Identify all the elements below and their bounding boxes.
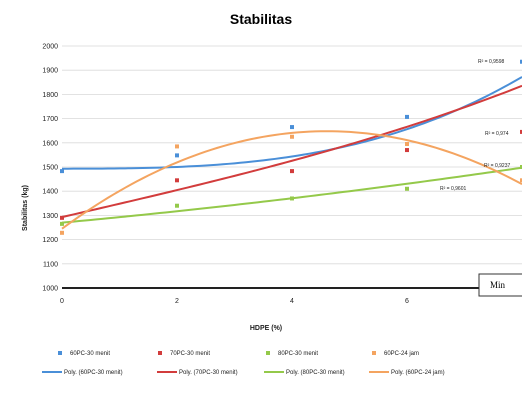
x-axis-title: HDPE (%) (250, 325, 282, 332)
data-point (520, 178, 522, 183)
trendlines (61, 76, 522, 230)
trendline (62, 76, 522, 170)
data-point (290, 196, 294, 201)
y-tick-label: 1000 (42, 286, 58, 293)
data-point (405, 114, 409, 119)
data-point (175, 178, 179, 183)
x-tick-label: 2 (175, 298, 179, 305)
gridlines (62, 45, 522, 265)
y-tick-label: 1600 (42, 140, 58, 147)
data-point (290, 134, 294, 139)
data-point (175, 144, 179, 149)
data-point (405, 186, 409, 191)
data-point (520, 165, 522, 169)
y-tick-label: 1500 (42, 165, 58, 172)
y-tick-label: 1200 (42, 237, 58, 244)
chart-title: Stabilitas (230, 11, 292, 27)
data-point (60, 169, 64, 174)
legend-label: 60PC-24 jam (384, 351, 419, 357)
r-squared-label: R² = 0,9598 (478, 59, 504, 65)
data-point (520, 129, 522, 134)
r-squared-label: R² = 0,9601 (440, 186, 466, 192)
y-tick-label: 1100 (43, 261, 58, 268)
data-point (60, 221, 64, 226)
data-point (175, 203, 179, 208)
y-axis-title: Stabilitas (kg) (22, 185, 29, 231)
trendline (61, 166, 522, 224)
legend-marker (372, 351, 376, 355)
legend-trend-label: Poly. (70PC-30 menit) (179, 370, 238, 376)
x-tick-label: 0 (60, 298, 64, 305)
legend-label: 60PC-30 menit (70, 351, 110, 357)
annotation-box-label: Min (490, 280, 506, 290)
data-point (405, 142, 409, 147)
x-tick-label: 6 (405, 298, 409, 305)
y-tick-label: 1700 (42, 116, 58, 123)
data-point (520, 59, 522, 64)
y-tick-label: 1400 (42, 189, 58, 196)
trendline (61, 84, 522, 219)
data-point (290, 125, 294, 130)
legend-trend-label: Poly. (80PC-30 menit) (286, 370, 345, 376)
y-tick-label: 1900 (42, 68, 58, 75)
r-squared-label: R² = 0,974 (485, 131, 509, 137)
legend-label: 80PC-30 menit (278, 351, 318, 357)
r-squared-labels: R² = 0,9598 R² = 0,974 R² = 0,9237 R² = 0,9… (440, 59, 510, 192)
y-tick-label: 1800 (42, 92, 58, 99)
legend-marker (58, 351, 62, 355)
x-tick-label: 4 (290, 298, 294, 305)
data-point (175, 153, 179, 158)
legend-trend-label: Poly. (60PC-30 menit) (64, 370, 123, 376)
data-point (60, 215, 64, 220)
annotation-box: Min (478, 273, 522, 297)
data-point (290, 169, 294, 174)
legend-marker (266, 351, 270, 355)
legend-trend-label: Poly. (60PC-24 jam) (391, 370, 445, 376)
trendline (61, 130, 522, 230)
legend-label: 70PC-30 menit (170, 351, 210, 357)
x-axis-ticks: 0 2 4 6 (60, 298, 409, 305)
data-points (60, 59, 522, 235)
data-point (405, 148, 409, 153)
y-tick-label: 2000 (42, 44, 58, 51)
legend: 60PC-30 menit 70PC-30 menit 80PC-30 menit 6… (42, 351, 445, 376)
y-tick-label: 1300 (42, 213, 58, 220)
r-squared-label: R² = 0,9237 (484, 163, 510, 169)
data-point (60, 230, 64, 235)
y-axis-ticks: 1000 1100 1200 1300 1400 1500 1600 1700 1800 1900… (42, 44, 58, 293)
legend-marker (158, 351, 162, 355)
